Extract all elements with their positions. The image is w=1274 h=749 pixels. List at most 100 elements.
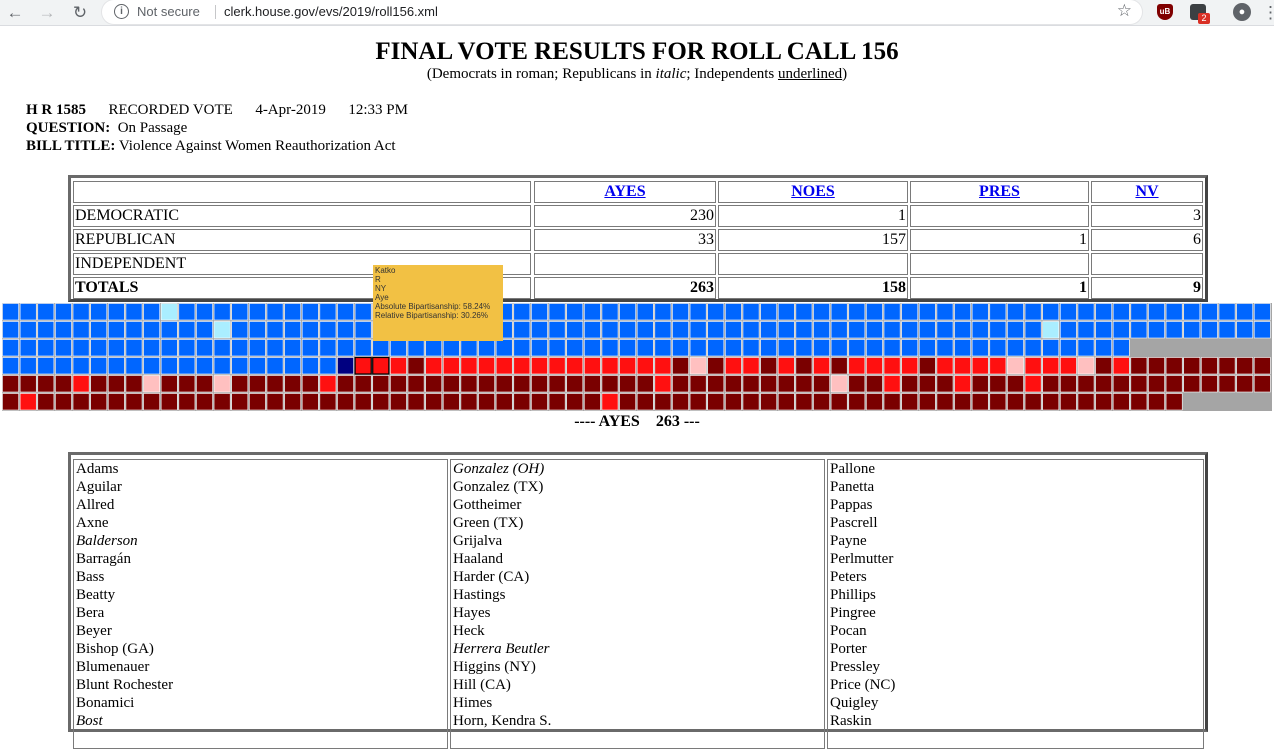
member-vote-cell[interactable]	[1007, 321, 1024, 339]
member-vote-cell[interactable]	[160, 339, 178, 357]
member-vote-cell[interactable]	[795, 357, 813, 375]
member-vote-cell[interactable]	[442, 393, 460, 411]
member-vote-cell[interactable]	[1148, 357, 1165, 375]
member-vote-cell[interactable]	[777, 339, 795, 357]
member-vote-cell[interactable]	[954, 303, 971, 321]
member-vote-cell[interactable]	[178, 357, 196, 375]
member-vote-cell[interactable]	[725, 339, 742, 357]
member-vote-cell[interactable]	[813, 375, 830, 393]
member-vote-cell[interactable]	[1165, 375, 1183, 393]
member-vote-cell[interactable]	[90, 357, 108, 375]
member-vote-cell[interactable]	[337, 357, 354, 375]
member-vote-cell[interactable]	[566, 339, 584, 357]
member-vote-cell[interactable]	[936, 375, 954, 393]
member-vote-cell[interactable]	[672, 357, 689, 375]
member-vote-cell[interactable]	[125, 393, 143, 411]
member-vote-cell[interactable]	[619, 303, 636, 321]
member-vote-cell[interactable]	[601, 375, 619, 393]
member-vote-cell[interactable]	[848, 339, 866, 357]
member-vote-cell[interactable]	[1218, 321, 1236, 339]
member-vote-cell[interactable]	[125, 321, 143, 339]
member-vote-cell[interactable]	[1130, 393, 1148, 411]
member-vote-cell[interactable]	[1024, 321, 1042, 339]
member-vote-cell[interactable]	[390, 393, 407, 411]
member-vote-cell[interactable]	[284, 357, 302, 375]
member-vote-cell[interactable]	[354, 356, 372, 375]
member-vote-cell[interactable]	[1183, 357, 1201, 375]
member-vote-cell[interactable]	[830, 375, 848, 393]
member-vote-cell[interactable]	[425, 393, 443, 411]
member-vote-cell[interactable]	[249, 321, 266, 339]
account-icon[interactable]: ●	[1233, 3, 1251, 21]
member-vote-cell[interactable]	[1007, 393, 1024, 411]
member-vote-cell[interactable]	[1060, 303, 1077, 321]
member-vote-cell[interactable]	[495, 357, 513, 375]
member-vote-cell[interactable]	[1077, 357, 1095, 375]
member-vote-cell[interactable]	[548, 375, 566, 393]
member-vote-cell[interactable]	[707, 393, 725, 411]
member-vote-cell[interactable]	[19, 357, 37, 375]
member-vote-cell[interactable]	[672, 393, 689, 411]
member-vote-cell[interactable]	[813, 357, 830, 375]
member-vote-cell[interactable]	[1007, 357, 1024, 375]
member-vote-cell[interactable]	[707, 357, 725, 375]
member-vote-cell[interactable]	[760, 303, 778, 321]
member-vote-cell[interactable]	[654, 321, 672, 339]
member-vote-cell[interactable]	[513, 303, 531, 321]
member-vote-cell[interactable]	[989, 375, 1007, 393]
member-vote-cell[interactable]	[249, 375, 266, 393]
member-vote-cell[interactable]	[337, 375, 354, 393]
member-vote-cell[interactable]	[672, 321, 689, 339]
member-vote-cell[interactable]	[1130, 303, 1148, 321]
member-vote-cell[interactable]	[866, 357, 883, 375]
member-vote-cell[interactable]	[689, 303, 707, 321]
member-vote-cell[interactable]	[196, 321, 213, 339]
member-vote-cell[interactable]	[883, 303, 901, 321]
member-vote-cell[interactable]	[936, 321, 954, 339]
member-vote-cell[interactable]	[1165, 357, 1183, 375]
member-vote-cell[interactable]	[372, 375, 390, 393]
member-vote-cell[interactable]	[1165, 321, 1183, 339]
member-vote-cell[interactable]	[72, 375, 90, 393]
member-vote-cell[interactable]	[337, 339, 354, 357]
member-vote-cell[interactable]	[954, 339, 971, 357]
member-vote-cell[interactable]	[2, 339, 19, 357]
member-vote-cell[interactable]	[654, 339, 672, 357]
member-vote-cell[interactable]	[160, 393, 178, 411]
member-vote-cell[interactable]	[196, 393, 213, 411]
member-vote-cell[interactable]	[266, 321, 284, 339]
member-vote-cell[interactable]	[601, 339, 619, 357]
member-vote-cell[interactable]	[1112, 303, 1130, 321]
member-vote-cell[interactable]	[478, 393, 495, 411]
member-vote-cell[interactable]	[460, 393, 478, 411]
member-vote-cell[interactable]	[848, 375, 866, 393]
member-vote-cell[interactable]	[1060, 339, 1077, 357]
member-vote-cell[interactable]	[1095, 339, 1112, 357]
member-vote-cell[interactable]	[636, 303, 654, 321]
member-vote-cell[interactable]	[619, 321, 636, 339]
member-vote-cell[interactable]	[143, 375, 160, 393]
member-vote-cell[interactable]	[513, 375, 531, 393]
member-vote-cell[interactable]	[231, 375, 249, 393]
member-vote-cell[interactable]	[989, 303, 1007, 321]
member-vote-cell[interactable]	[760, 321, 778, 339]
member-vote-cell[interactable]	[1007, 303, 1024, 321]
member-vote-cell[interactable]	[672, 303, 689, 321]
member-vote-cell[interactable]	[583, 393, 601, 411]
member-vote-cell[interactable]	[672, 375, 689, 393]
member-vote-cell[interactable]	[301, 303, 319, 321]
member-vote-cell[interactable]	[249, 339, 266, 357]
member-vote-cell[interactable]	[390, 357, 407, 375]
member-vote-cell[interactable]	[319, 393, 337, 411]
member-vote-cell[interactable]	[619, 375, 636, 393]
member-vote-cell[interactable]	[478, 339, 495, 357]
member-vote-cell[interactable]	[337, 303, 354, 321]
member-vote-cell[interactable]	[2, 321, 19, 339]
member-vote-cell[interactable]	[354, 339, 372, 357]
member-vote-cell[interactable]	[354, 303, 372, 321]
member-vote-cell[interactable]	[1201, 375, 1218, 393]
member-vote-cell[interactable]	[601, 393, 619, 411]
member-vote-cell[interactable]	[143, 303, 160, 321]
member-vote-cell[interactable]	[918, 357, 936, 375]
member-vote-cell[interactable]	[72, 321, 90, 339]
